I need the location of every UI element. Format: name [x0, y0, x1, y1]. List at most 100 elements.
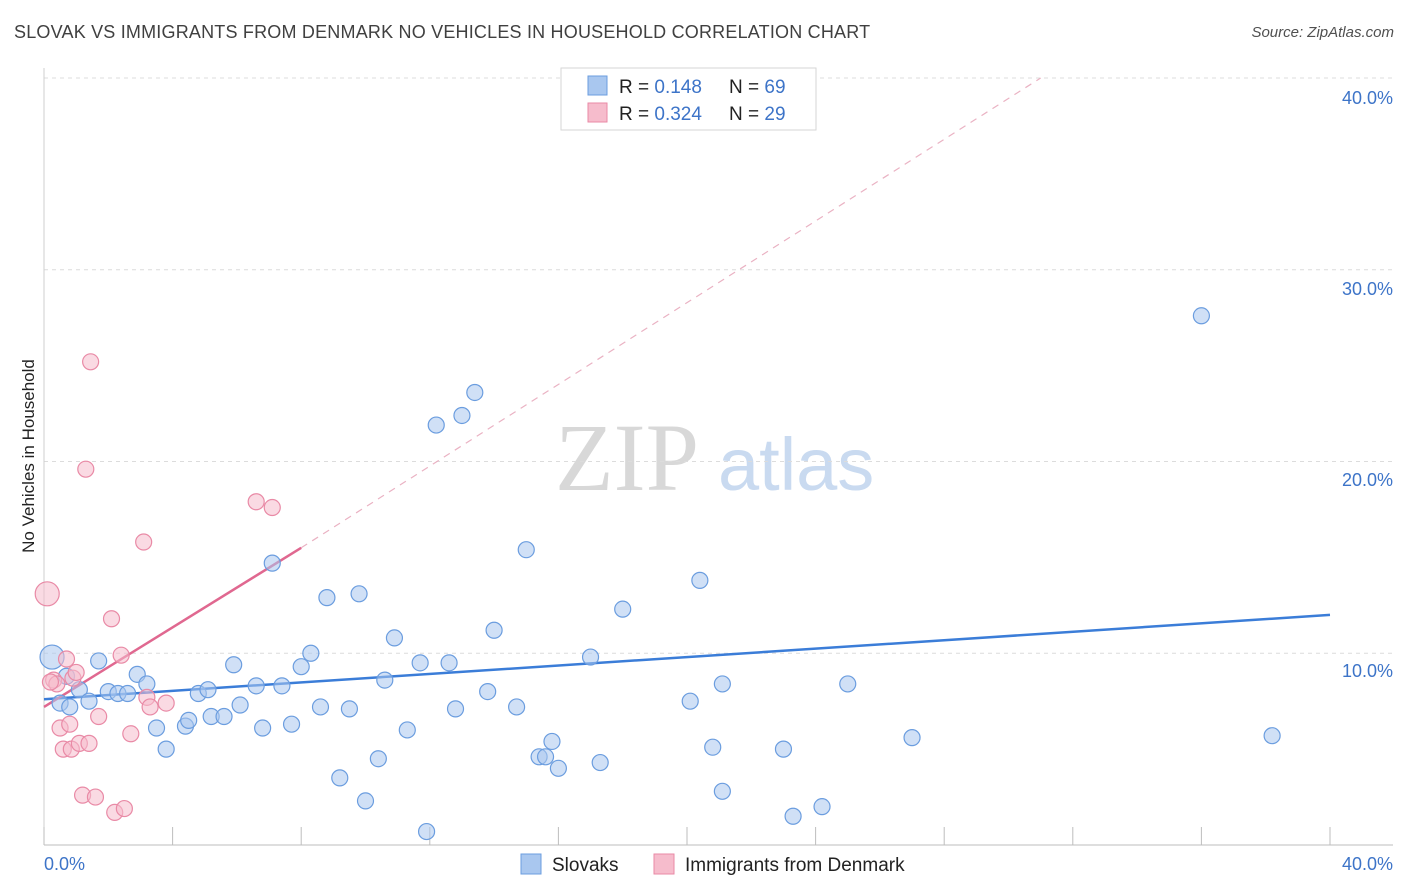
n-label-2: N = — [729, 104, 764, 125]
slovaks-point-8 — [118, 684, 137, 703]
slovaks-point-30 — [331, 769, 349, 787]
stats-legend-row-1: R = 0.148 N = 69 — [619, 77, 786, 98]
slovaks-point-41 — [440, 654, 458, 672]
y-tick-label-10: 10.0% — [1342, 661, 1393, 681]
denmark-point-22 — [135, 533, 153, 551]
x-tick-label-min: 0.0% — [44, 854, 85, 874]
y-tick-label-40: 40.0% — [1342, 88, 1393, 108]
slovaks-point-46 — [485, 621, 503, 639]
watermark-zip: ZIP — [555, 404, 699, 511]
slovaks-point-54 — [591, 753, 609, 772]
r-value-2: 0.324 — [654, 104, 702, 125]
slovaks-point-42 — [446, 700, 465, 718]
slovaks-point-66 — [1192, 307, 1211, 325]
slovaks-point-57 — [691, 571, 709, 589]
slovaks-point-26 — [292, 658, 310, 676]
x-tick-label-max: 40.0% — [1342, 854, 1393, 874]
slovaks-point-65 — [903, 729, 921, 747]
denmark-point-5 — [57, 650, 76, 668]
denmark-point-6 — [61, 715, 79, 733]
slovaks-point-5 — [90, 652, 108, 670]
slovaks-point-33 — [356, 792, 375, 810]
slovaks-point-59 — [713, 675, 731, 693]
r-value-1: 0.148 — [654, 77, 702, 98]
slovaks-point-23 — [263, 554, 281, 572]
slovaks-point-27 — [302, 644, 320, 662]
slovaks-point-31 — [340, 700, 359, 718]
slovaks-point-37 — [398, 721, 416, 739]
stats-legend: R = 0.148 N = 69 R = 0.324 N = 29 — [560, 67, 817, 131]
slovaks-point-48 — [517, 541, 535, 559]
slovaks-point-12 — [157, 740, 175, 758]
y-axis-title: No Vehicles in Household — [19, 359, 38, 553]
y-tick-labels: 10.0% 20.0% 30.0% 40.0% — [1342, 88, 1393, 681]
slovaks-point-19 — [225, 656, 243, 674]
source-label: Source: ZipAtlas.com — [1251, 24, 1394, 41]
slovaks-point-63 — [813, 798, 831, 816]
stats-legend-swatch-slovaks — [587, 75, 608, 96]
slovaks-point-50 — [536, 748, 555, 766]
slovaks-point-4 — [80, 692, 98, 710]
slovaks-point-18 — [215, 707, 233, 726]
denmark-point-20 — [115, 799, 133, 818]
r-label-2: R = — [619, 104, 654, 125]
n-value-2: 29 — [764, 104, 785, 125]
stats-legend-swatch-denmark — [587, 102, 608, 123]
chart-title: SLOVAK VS IMMIGRANTS FROM DENMARK NO VEH… — [14, 22, 871, 42]
slovaks-point-24 — [273, 677, 291, 695]
slovaks-point-22 — [254, 719, 272, 737]
legend-swatch-slovaks — [520, 853, 542, 875]
n-value-1: 69 — [764, 77, 785, 98]
grid-lines — [44, 77, 1393, 654]
slovaks-point-60 — [713, 782, 731, 800]
denmark-point-19 — [112, 646, 130, 664]
stats-legend-row-2: R = 0.324 N = 29 — [619, 104, 786, 125]
slovaks-point-53 — [581, 648, 600, 666]
denmark-point-9 — [67, 663, 85, 682]
denmark-point-14 — [82, 353, 100, 371]
slovaks-point-56 — [681, 692, 699, 710]
legend-label-slovaks: Slovaks — [552, 855, 619, 876]
slovaks-point-40 — [427, 416, 445, 434]
y-tick-label-20: 20.0% — [1342, 470, 1393, 490]
denmark-point-15 — [86, 788, 105, 806]
legend-swatch-denmark — [653, 853, 675, 875]
n-label-1: N = — [729, 77, 764, 98]
slovaks-point-14 — [180, 711, 198, 729]
denmark-point-28 — [41, 673, 60, 691]
slovaks-point-2 — [61, 698, 79, 716]
series-legend: Slovaks Immigrants from Denmark — [520, 853, 905, 876]
slovaks-point-25 — [282, 715, 301, 733]
slovaks-point-64 — [839, 675, 857, 693]
slovaks-point-62 — [784, 807, 802, 825]
trend-lines — [43, 77, 1331, 709]
slovaks-point-35 — [376, 671, 394, 689]
slovaks-point-36 — [385, 629, 404, 647]
denmark-point-0 — [34, 581, 60, 607]
y-tick-label-30: 30.0% — [1342, 279, 1393, 299]
denmark-point-25 — [157, 694, 175, 712]
denmark-point-13 — [80, 734, 98, 752]
slovaks-point-21 — [247, 677, 265, 695]
denmark-point-17 — [102, 610, 121, 628]
slovaks-point-20 — [231, 696, 249, 714]
slovaks-point-34 — [369, 750, 387, 768]
slovaks-point-38 — [411, 654, 429, 672]
slovaks-point-61 — [774, 740, 793, 758]
legend-label-denmark: Immigrants from Denmark — [685, 855, 905, 876]
slovaks-points — [39, 307, 1281, 841]
slovaks-point-45 — [479, 682, 497, 701]
slovaks-point-16 — [199, 681, 217, 699]
slovaks-point-52 — [549, 759, 568, 777]
denmark-point-24 — [141, 698, 159, 716]
watermark-atlas: atlas — [718, 423, 874, 506]
slovaks-point-28 — [311, 698, 330, 716]
slovaks-point-67 — [1263, 727, 1281, 745]
slovaks-point-32 — [350, 585, 368, 603]
denmark-point-27 — [263, 498, 281, 517]
slovaks-point-11 — [147, 719, 166, 737]
slovaks-point-44 — [466, 383, 484, 402]
denmark-point-26 — [247, 493, 265, 511]
denmark-point-21 — [122, 725, 140, 743]
